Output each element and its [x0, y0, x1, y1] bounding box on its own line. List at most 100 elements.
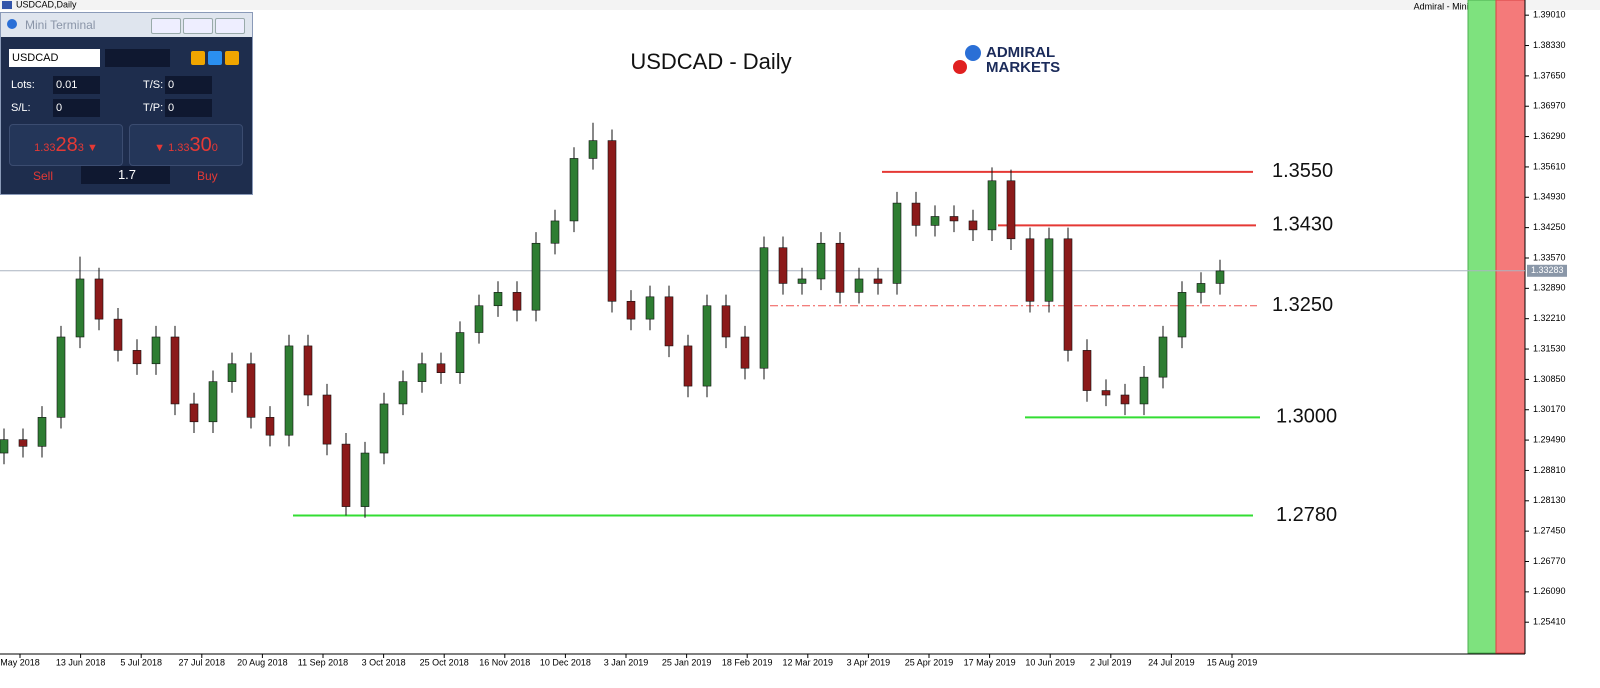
- candle-body: [379, 403, 389, 454]
- x-tick-label: 16 Nov 2018: [479, 657, 530, 667]
- x-tick-label: 18 Feb 2019: [722, 657, 773, 667]
- candle-body: [398, 381, 408, 405]
- candle-body: [436, 363, 446, 373]
- candle-body: [189, 403, 199, 423]
- candle-body: [1063, 238, 1073, 351]
- sl-input[interactable]: 0: [53, 99, 100, 117]
- candle-body: [683, 345, 693, 387]
- x-tick-label: 15 Aug 2019: [1207, 657, 1258, 667]
- x-tick-label: 20 Aug 2018: [237, 657, 288, 667]
- candle-body: [607, 140, 617, 302]
- y-tick-label: 1.28130: [1533, 495, 1566, 505]
- maximize-button[interactable]: [183, 18, 213, 34]
- candle-body: [797, 278, 807, 284]
- candle-body: [75, 278, 85, 338]
- caption-bar: [0, 0, 1600, 10]
- candle-body: [1158, 336, 1168, 378]
- y-tick-label: 1.26090: [1533, 586, 1566, 596]
- candle-body: [1196, 283, 1206, 293]
- tool-button[interactable]: [191, 51, 205, 65]
- y-tick-label: 1.26770: [1533, 556, 1566, 566]
- candle-body: [246, 363, 256, 418]
- candle-body: [645, 296, 655, 320]
- candle-body: [113, 318, 123, 351]
- right-caption: Admiral - Mini Terminal: [1414, 1, 1505, 11]
- candle-body: [1215, 270, 1225, 284]
- level-label: 1.3000: [1276, 406, 1337, 428]
- candle-body: [550, 220, 560, 244]
- candle-body: [265, 417, 275, 436]
- candle-body: [816, 242, 826, 280]
- chart-title: USDCAD - Daily: [630, 49, 791, 74]
- label: S/L:: [11, 102, 31, 114]
- spread: 1.7: [81, 166, 170, 184]
- candle-body: [968, 220, 978, 231]
- y-tick-label: 1.32890: [1533, 283, 1566, 293]
- candle-body: [740, 336, 750, 369]
- candle-body: [0, 439, 9, 454]
- candle-body: [56, 336, 66, 418]
- y-tick-label: 1.31530: [1533, 343, 1566, 353]
- tool-button[interactable]: [225, 51, 239, 65]
- candle-body: [284, 345, 294, 436]
- candle-body: [170, 336, 180, 405]
- candle-body: [151, 336, 161, 365]
- candle-body: [949, 216, 959, 222]
- candle-body: [1025, 238, 1035, 302]
- tp-input[interactable]: 0: [165, 99, 212, 117]
- candle-body: [303, 345, 313, 396]
- minimize-button[interactable]: [151, 18, 181, 34]
- logo-text: MARKETS: [986, 59, 1060, 76]
- candle-body: [1139, 376, 1149, 405]
- ts-input[interactable]: 0: [165, 76, 212, 94]
- y-tick-label: 1.35610: [1533, 161, 1566, 171]
- x-tick-label: May 2018: [0, 657, 40, 667]
- candle-body: [1177, 292, 1187, 338]
- settings-button[interactable]: [208, 51, 222, 65]
- green-strip: [1467, 0, 1497, 654]
- candle-body: [474, 305, 484, 333]
- y-tick-label: 1.27450: [1533, 526, 1566, 536]
- candle-body: [759, 247, 769, 369]
- x-tick-label: 25 Apr 2019: [905, 657, 954, 667]
- y-tick-label: 1.34250: [1533, 222, 1566, 232]
- x-tick-label: 27 Jul 2018: [179, 657, 226, 667]
- x-tick-label: 3 Oct 2018: [362, 657, 406, 667]
- buy-button[interactable]: ▼ 1.33300: [129, 124, 243, 166]
- candle-body: [835, 242, 845, 293]
- x-tick-label: 12 Mar 2019: [783, 657, 834, 667]
- label: T/S:: [143, 79, 164, 91]
- candle-body: [455, 332, 465, 373]
- candle-body: [588, 140, 598, 159]
- candle-body: [360, 452, 370, 507]
- candle-body: [1082, 350, 1092, 391]
- y-tick-label: 1.25410: [1533, 617, 1566, 627]
- lots-input[interactable]: 0.01: [53, 76, 100, 94]
- price-part: 0: [211, 142, 218, 154]
- y-tick-label: 1.29490: [1533, 434, 1566, 444]
- level-label: 1.3430: [1272, 214, 1333, 236]
- close-button[interactable]: [215, 18, 245, 34]
- logo-text: ADMIRAL: [986, 44, 1055, 61]
- candle-body: [987, 180, 997, 231]
- x-tick-label: 17 May 2019: [964, 657, 1016, 667]
- price-part: 1.33: [34, 142, 56, 154]
- candle-body: [322, 394, 332, 445]
- symbol-select[interactable]: USDCAD: [9, 49, 100, 67]
- x-tick-label: 3 Apr 2019: [847, 657, 891, 667]
- sell-button[interactable]: 1.33283 ▼: [9, 124, 123, 166]
- candle-body: [930, 216, 940, 226]
- caption-icon: [2, 1, 12, 9]
- symbol-field[interactable]: [105, 49, 170, 67]
- y-tick-label: 1.39010: [1533, 10, 1566, 20]
- price-part: 28: [55, 134, 78, 156]
- candle-body: [626, 300, 636, 320]
- x-tick-label: 24 Jul 2019: [1148, 657, 1195, 667]
- terminal-title-bar: Mini Terminal: [1, 13, 252, 37]
- candle-body: [227, 363, 237, 382]
- candle-body: [911, 202, 921, 226]
- candle-body: [569, 158, 579, 222]
- current-price-label: 1.33283: [1531, 265, 1564, 275]
- candle-body: [341, 443, 351, 507]
